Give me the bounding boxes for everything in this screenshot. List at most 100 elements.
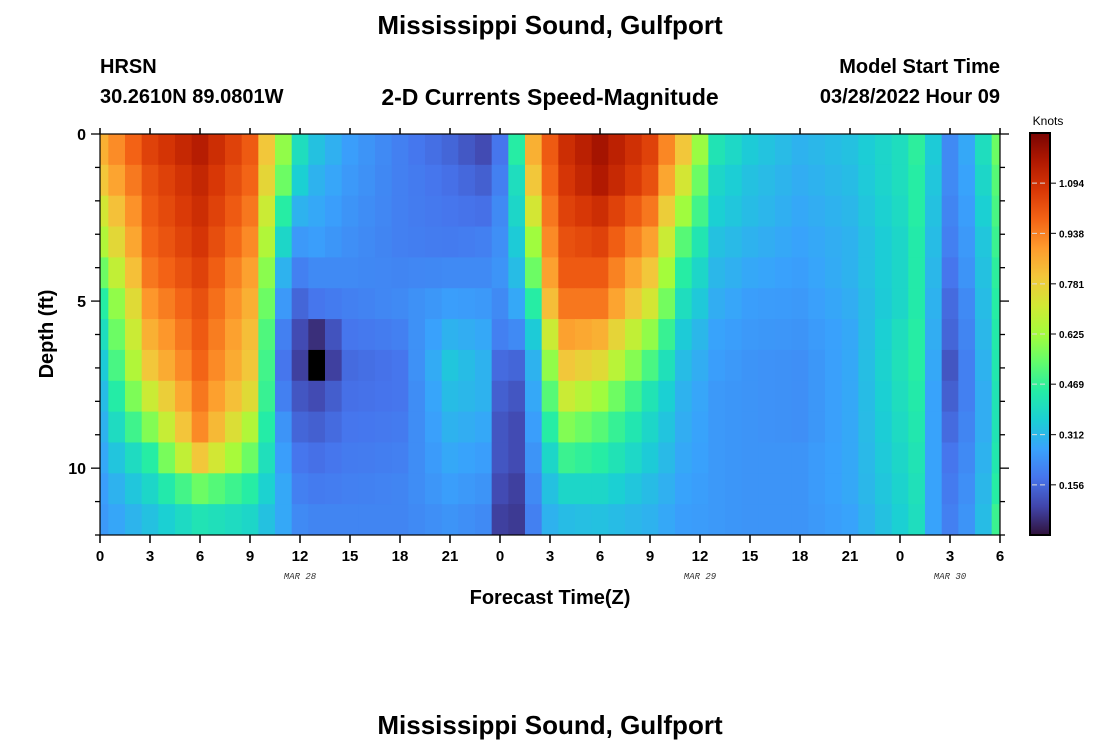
heatmap-cell bbox=[958, 288, 976, 320]
heatmap-cell bbox=[908, 411, 926, 444]
heatmap-cell bbox=[208, 319, 226, 351]
heatmap-cell bbox=[558, 195, 576, 228]
heatmap-cell bbox=[691, 411, 709, 444]
heatmap-cell bbox=[100, 442, 109, 474]
heatmap-cell bbox=[208, 134, 226, 166]
heatmap-cell bbox=[425, 257, 443, 289]
heatmap-cell bbox=[291, 442, 309, 474]
heatmap-cell bbox=[325, 473, 343, 505]
heatmap-cell bbox=[808, 319, 826, 351]
heatmap-cell bbox=[641, 411, 659, 444]
heatmap-cell bbox=[858, 257, 876, 289]
heatmap-cell bbox=[808, 288, 826, 320]
heatmap-cell bbox=[525, 504, 543, 535]
colorbar-tick-label: 0.938 bbox=[1059, 229, 1084, 240]
heatmap-cell bbox=[391, 164, 409, 197]
heatmap-cell bbox=[108, 411, 126, 444]
heatmap-cell bbox=[925, 134, 943, 166]
heatmap-cell bbox=[741, 288, 759, 320]
heatmap-cell bbox=[741, 504, 759, 535]
heatmap-cell bbox=[491, 195, 509, 228]
heatmap-cell bbox=[475, 134, 493, 166]
heatmap-cell bbox=[708, 257, 726, 289]
heatmap-cell bbox=[558, 473, 576, 505]
heatmap-cell bbox=[291, 473, 309, 505]
heatmap-cell bbox=[825, 257, 843, 289]
heatmap-cell bbox=[208, 411, 226, 444]
heatmap-cell bbox=[341, 349, 359, 382]
x-tick-label: 9 bbox=[646, 548, 654, 565]
heatmap-cell bbox=[925, 319, 943, 351]
heatmap-cell bbox=[508, 349, 526, 382]
heatmap-cell bbox=[641, 257, 659, 289]
heatmap-cell bbox=[875, 226, 893, 258]
heatmap-cell bbox=[825, 319, 843, 351]
heatmap-cell bbox=[100, 164, 109, 197]
heatmap-cell bbox=[175, 380, 193, 413]
heatmap-cell bbox=[358, 411, 376, 444]
heatmap-cell bbox=[841, 349, 859, 382]
heatmap-cell bbox=[125, 411, 143, 444]
heatmap-cell bbox=[758, 473, 776, 505]
heatmap-cell bbox=[775, 504, 793, 535]
heatmap-cell bbox=[458, 411, 476, 444]
heatmap-cell bbox=[291, 411, 309, 444]
heatmap-cell bbox=[958, 473, 976, 505]
x-tick-label: 6 bbox=[596, 548, 604, 565]
heatmap-cell bbox=[841, 164, 859, 197]
heatmap-cell bbox=[941, 504, 959, 535]
heatmap-cell bbox=[991, 380, 1000, 413]
heatmap-cell bbox=[125, 504, 143, 535]
heatmap-cell bbox=[791, 411, 809, 444]
heatmap-cell bbox=[775, 134, 793, 166]
heatmap-cell bbox=[675, 134, 693, 166]
heatmap-cell bbox=[991, 411, 1000, 444]
x-tick-label: 21 bbox=[842, 548, 859, 565]
heatmap-cell bbox=[525, 380, 543, 413]
heatmap-cell bbox=[258, 349, 276, 382]
heatmap-cell bbox=[691, 134, 709, 166]
heatmap-cell bbox=[275, 164, 293, 197]
heatmap-cell bbox=[608, 288, 626, 320]
heatmap-cell bbox=[841, 411, 859, 444]
heatmap-cell bbox=[358, 288, 376, 320]
heatmap-cell bbox=[158, 473, 176, 505]
heatmap-cell bbox=[158, 226, 176, 258]
heatmap-cell bbox=[791, 380, 809, 413]
heatmap-cell bbox=[391, 195, 409, 228]
heatmap-cell bbox=[908, 288, 926, 320]
heatmap-cell bbox=[675, 226, 693, 258]
heatmap-cell bbox=[325, 442, 343, 474]
heatmap-cell bbox=[975, 164, 993, 197]
heatmap-cell bbox=[125, 134, 143, 166]
heatmap-cell bbox=[708, 164, 726, 197]
heatmap-cell bbox=[458, 504, 476, 535]
heatmap-cell bbox=[541, 257, 559, 289]
heatmap-cell bbox=[158, 134, 176, 166]
heatmap-cell bbox=[908, 380, 926, 413]
heatmap-cell bbox=[608, 349, 626, 382]
heatmap-cell bbox=[975, 134, 993, 166]
heatmap-cell bbox=[308, 380, 326, 413]
heatmap-cell bbox=[475, 473, 493, 505]
heatmap-cell bbox=[141, 319, 159, 351]
heatmap-cell bbox=[175, 442, 193, 474]
heatmap-cell bbox=[575, 380, 593, 413]
heatmap-cell bbox=[141, 226, 159, 258]
heatmap-cell bbox=[691, 164, 709, 197]
heatmap-cell bbox=[375, 164, 393, 197]
heatmap-cell bbox=[458, 195, 476, 228]
heatmap-cell bbox=[408, 319, 426, 351]
heatmap-cell bbox=[858, 319, 876, 351]
heatmap-cell bbox=[225, 473, 243, 505]
heatmap-cell bbox=[191, 473, 209, 505]
heatmap-cell bbox=[541, 380, 559, 413]
heatmap-cell bbox=[125, 164, 143, 197]
heatmap-cell bbox=[508, 226, 526, 258]
heatmap-cell bbox=[125, 288, 143, 320]
heatmap-cell bbox=[958, 349, 976, 382]
heatmap-cell bbox=[941, 442, 959, 474]
heatmap-cell bbox=[675, 288, 693, 320]
heatmap-cell bbox=[491, 288, 509, 320]
date-label: MAR 28 bbox=[284, 572, 317, 582]
